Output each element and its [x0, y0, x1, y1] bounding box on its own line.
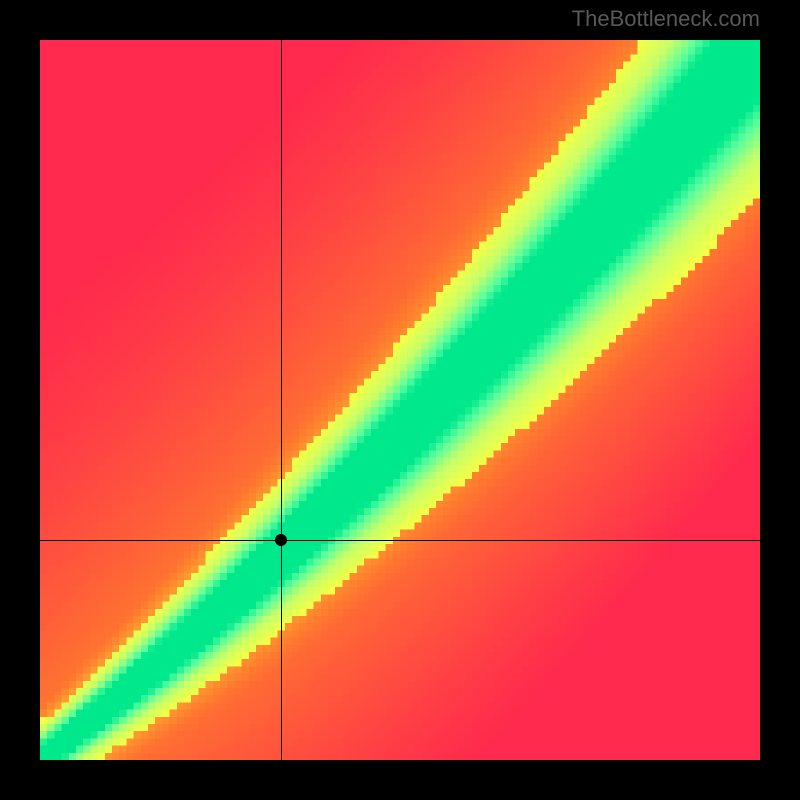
- watermark-text: TheBottleneck.com: [572, 6, 760, 32]
- crosshair-vertical: [281, 40, 282, 760]
- crosshair-horizontal: [40, 540, 760, 541]
- heatmap-plot: [40, 40, 760, 760]
- crosshair-marker: [275, 534, 287, 546]
- chart-container: TheBottleneck.com: [0, 0, 800, 800]
- heatmap-canvas: [40, 40, 760, 760]
